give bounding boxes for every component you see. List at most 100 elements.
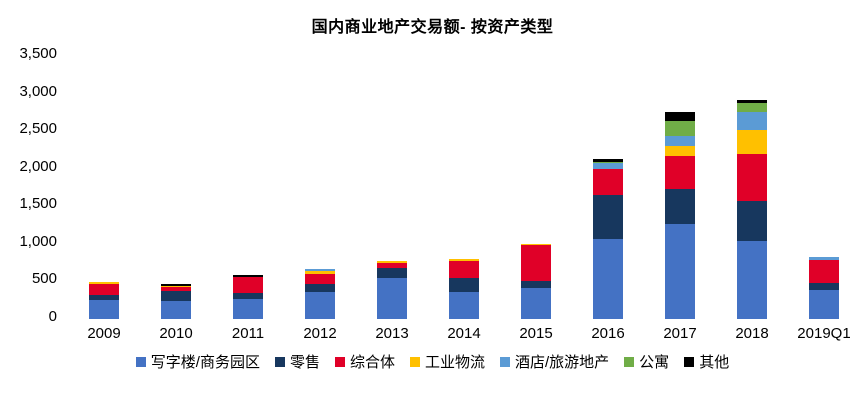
bar-segment-酒店/旅游地产 (737, 112, 767, 131)
bar-segment-综合体 (377, 263, 407, 268)
y-tick-label: 3,000 (19, 82, 57, 100)
bar-segment-写字楼/商务园区 (665, 223, 695, 319)
x-axis-label: 2013 (375, 325, 409, 342)
bar-segment-工业物流 (665, 145, 695, 156)
bar-segment-综合体 (809, 260, 839, 283)
bar-2014 (428, 56, 500, 319)
y-tick-label: 500 (31, 270, 57, 288)
legend-item-工业物流: 工业物流 (409, 351, 485, 372)
bar-segment-零售 (377, 267, 407, 278)
bar-segment-工业物流 (161, 285, 191, 288)
y-tick-label: 3,500 (19, 45, 57, 62)
bar-segment-工业物流 (89, 282, 119, 285)
x-axis-label: 2019Q1 (797, 325, 851, 342)
legend-item-写字楼/商务园区: 写字楼/商务园区 (135, 351, 260, 372)
bar-segment-公寓 (593, 161, 623, 164)
legend-label: 公寓 (639, 354, 670, 371)
bar-segment-公寓 (665, 121, 695, 137)
bar-segment-写字楼/商务园区 (449, 291, 479, 319)
bar-segment-工业物流 (305, 270, 335, 274)
bar-2015 (500, 56, 572, 319)
legend-swatch-icon (409, 356, 420, 367)
bar-2013 (356, 56, 428, 319)
bar-2017 (644, 56, 716, 319)
legend-label: 其他 (699, 354, 730, 371)
bar-segment-酒店/旅游地产 (593, 163, 623, 170)
legend-item-综合体: 综合体 (334, 351, 395, 372)
bar-segment-零售 (305, 284, 335, 293)
y-tick-label: 1,500 (19, 195, 57, 213)
legend-item-零售: 零售 (274, 351, 320, 372)
x-axis-label: 2011 (231, 325, 265, 342)
bar-segment-零售 (233, 293, 263, 300)
chart-title: 国内商业地产交易额- 按资产类型 (311, 19, 554, 36)
bar-2010 (140, 56, 212, 319)
bar-segment-其他 (161, 283, 191, 286)
legend-item-公寓: 公寓 (624, 351, 669, 372)
bar-segment-其他 (737, 99, 767, 104)
legend-label: 综合体 (349, 354, 395, 371)
bar-segment-综合体 (89, 284, 119, 296)
x-axis-label: 2015 (519, 325, 553, 342)
bar-segment-酒店/旅游地产 (809, 256, 839, 261)
legend-swatch-icon (135, 356, 146, 367)
bar-segment-零售 (521, 281, 551, 289)
bar-segment-其他 (233, 275, 263, 278)
bar-segment-零售 (449, 278, 479, 292)
bar-segment-综合体 (593, 169, 623, 196)
bar-segment-零售 (665, 188, 695, 224)
bar-2019Q1 (788, 56, 860, 319)
bar-segment-零售 (593, 195, 623, 240)
bar-segment-酒店/旅游地产 (305, 268, 335, 271)
x-axis-label: 2009 (87, 325, 121, 342)
bar-segment-写字楼/商务园区 (89, 300, 119, 319)
legend-label: 酒店/旅游地产 (515, 354, 610, 371)
y-tick-label: 1,000 (19, 232, 57, 250)
bar-segment-零售 (161, 291, 191, 301)
bar-segment-写字楼/商务园区 (161, 300, 191, 319)
bar-segment-写字楼/商务园区 (377, 277, 407, 319)
bar-segment-写字楼/商务园区 (521, 288, 551, 319)
bar-segment-其他 (593, 158, 623, 162)
plot-area: 2009 2010 2011 2012 2013 2014 2015 2016 2017 2018… (68, 56, 860, 342)
legend-label: 工业物流 (424, 354, 485, 371)
legend-swatch-icon (684, 356, 695, 367)
bar-segment-公寓 (737, 103, 767, 113)
legend-swatch-icon (334, 356, 345, 367)
bar-2012 (284, 56, 356, 319)
legend-swatch-icon (274, 356, 285, 367)
x-axis-label: 2014 (447, 325, 481, 342)
bar-segment-零售 (89, 295, 119, 301)
x-axis-label: 2017 (663, 325, 697, 342)
legend-swatch-icon (500, 356, 510, 367)
legend-label: 零售 (289, 354, 320, 371)
legend: 写字楼/商务园区 零售 综合体 工业物流 酒店/旅游地产 公寓 其他 (0, 351, 865, 372)
bar-2011 (212, 56, 284, 319)
bar-segment-综合体 (665, 155, 695, 189)
bar-2016 (572, 56, 644, 319)
bar-segment-零售 (737, 200, 767, 241)
bar-segment-工业物流 (449, 259, 479, 262)
bar-segment-写字楼/商务园区 (809, 290, 839, 319)
y-tick-label: 2,000 (19, 157, 57, 175)
bar-segment-写字楼/商务园区 (737, 240, 767, 319)
x-axis-label: 2010 (159, 325, 193, 342)
y-tick-label: 2,500 (19, 120, 57, 138)
legend-label: 写字楼/商务园区 (150, 354, 260, 371)
bar-segment-综合体 (233, 277, 263, 294)
bar-segment-综合体 (521, 245, 551, 282)
bar-2009 (68, 56, 140, 319)
bar-segment-工业物流 (521, 243, 551, 246)
bar-segment-工业物流 (737, 130, 767, 155)
legend-item-其他: 其他 (684, 351, 729, 372)
legend-swatch-icon (624, 356, 635, 367)
bar-2018 (716, 56, 788, 319)
x-axis-label: 2018 (735, 325, 769, 342)
bar-segment-工业物流 (377, 261, 407, 264)
bar-segment-零售 (809, 282, 839, 291)
bar-segment-写字楼/商务园区 (593, 239, 623, 319)
bar-segment-综合体 (161, 287, 191, 292)
x-axis-label: 2012 (303, 325, 337, 342)
x-axis-label: 2016 (591, 325, 625, 342)
